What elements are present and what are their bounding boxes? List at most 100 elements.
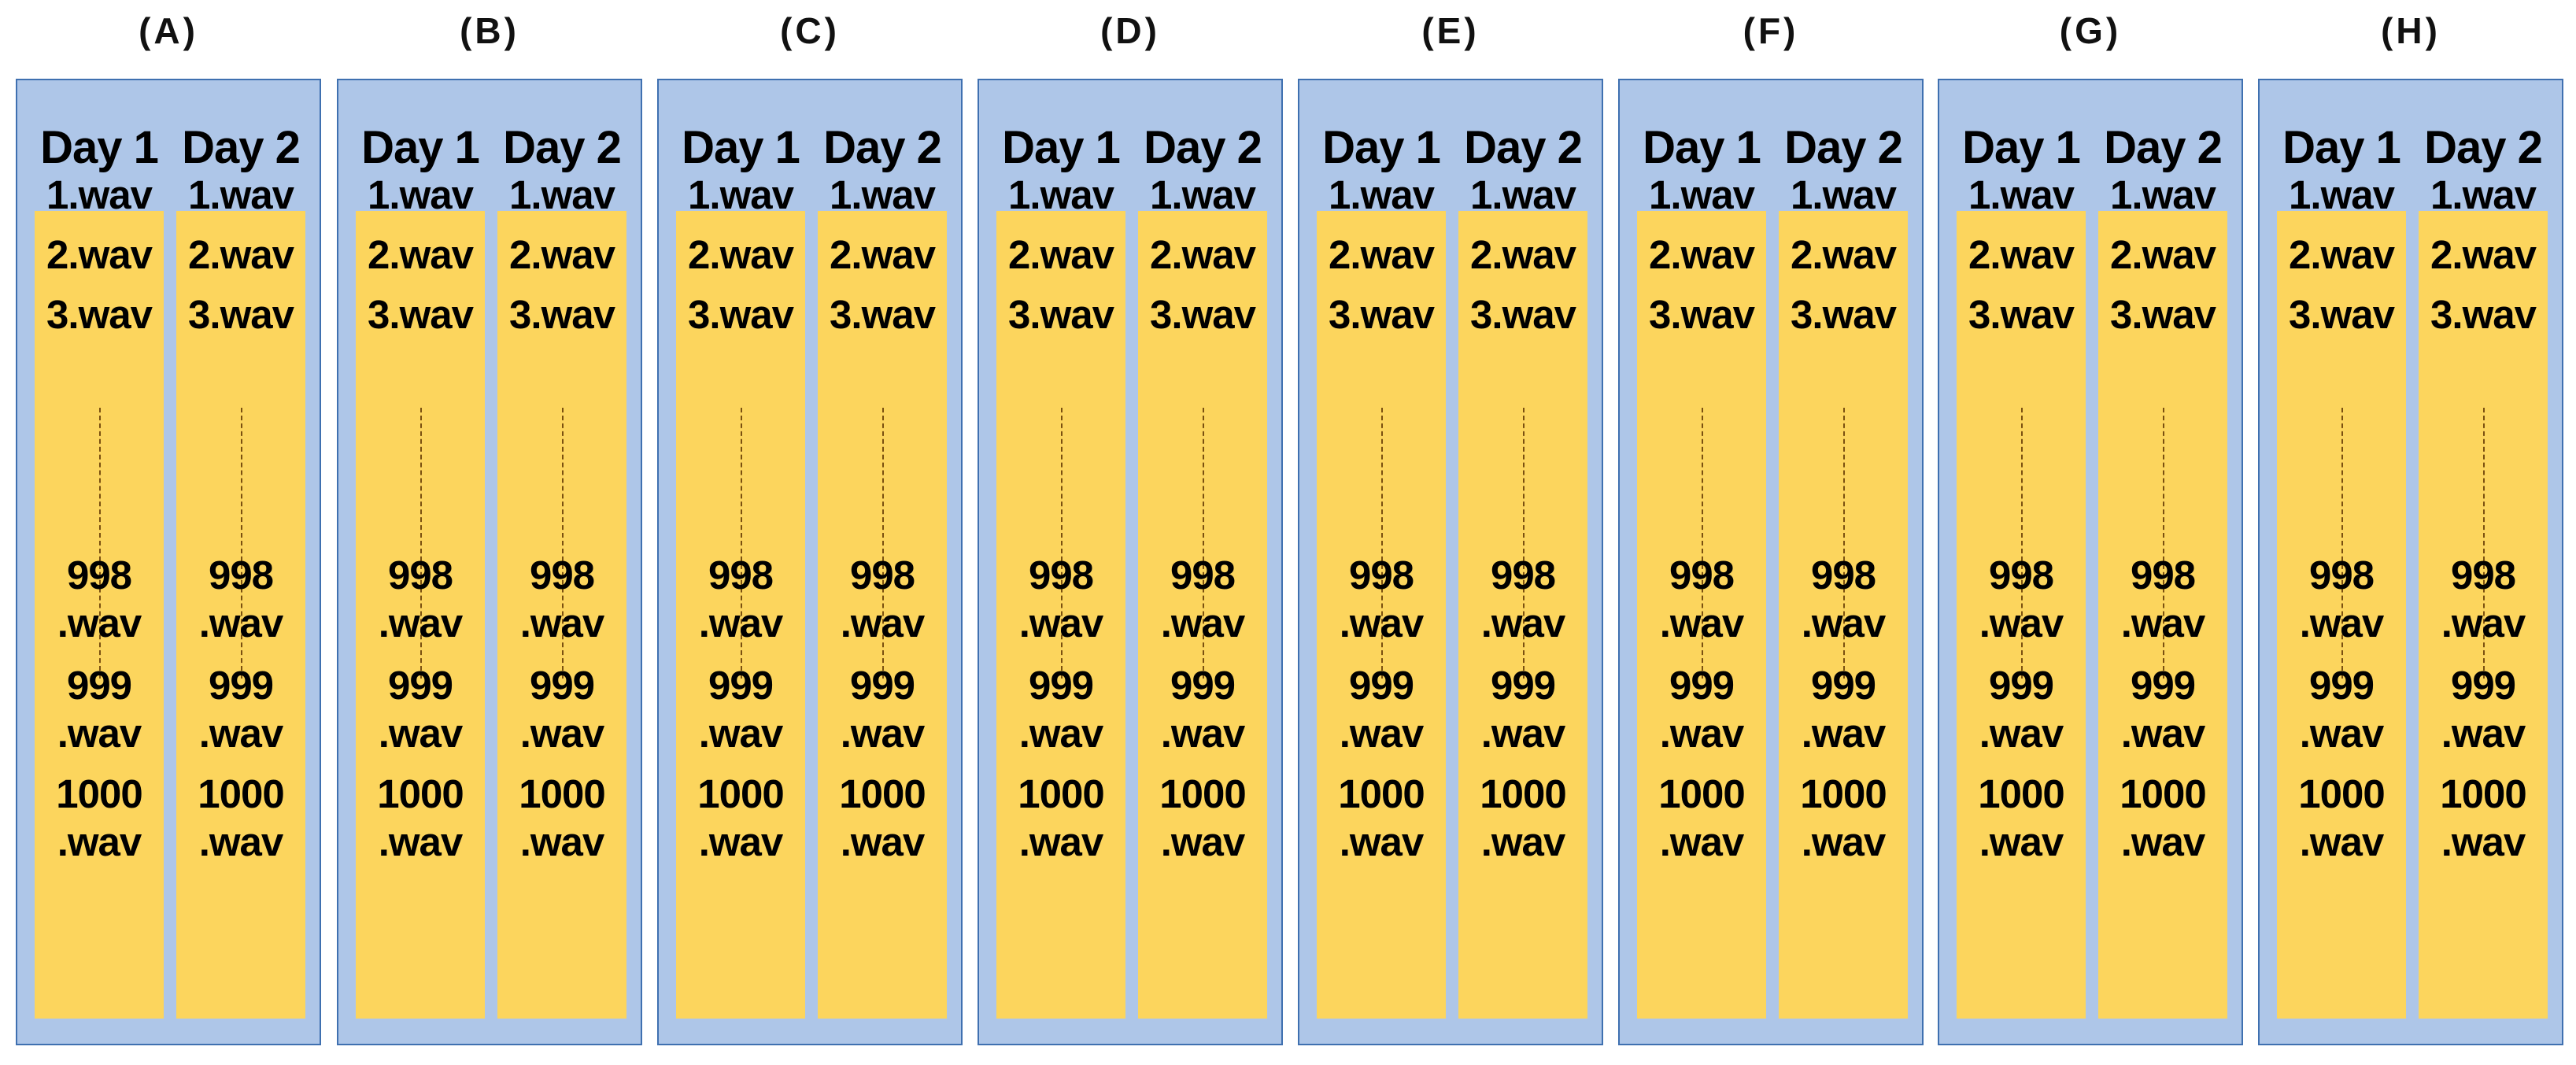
file-item: 2.wav xyxy=(1150,232,1256,277)
file-item: 999 .wav xyxy=(2419,661,2548,757)
day-header: Day 2 xyxy=(2104,122,2223,173)
file-item: 1000 .wav xyxy=(2277,770,2406,866)
file-extension: .wav xyxy=(1160,601,1246,645)
file-extension: .wav xyxy=(1979,601,2064,645)
file-extension: .wav xyxy=(1979,819,2064,864)
file-number: 999 xyxy=(1490,663,1556,708)
day-header: Day 2 xyxy=(1464,122,1583,173)
file-extension: .wav xyxy=(198,601,284,645)
ellipsis-line xyxy=(1523,408,1525,679)
file-extension: .wav xyxy=(519,711,605,756)
file-item: 1000 .wav xyxy=(2098,770,2227,866)
file-number: 999 xyxy=(2308,663,2375,708)
file-list: 1.wav 2.wav 3.wav 998 .wav 999 .wav 1000 .wav xyxy=(35,172,164,1019)
group: (C) Day 1 1.wav 2.wav 3.wav 998 .wav 999 .wav 100… xyxy=(657,0,963,1047)
file-number: 1000 xyxy=(2298,771,2385,816)
file-number: 998 xyxy=(66,553,132,597)
file-number: 998 xyxy=(208,553,274,597)
ellipsis-line xyxy=(882,408,884,679)
day-header: Day 2 xyxy=(1144,122,1262,173)
file-number: 998 xyxy=(1669,553,1735,597)
group: (G) Day 1 1.wav 2.wav 3.wav 998 .wav 999 .wav 100… xyxy=(1938,0,2243,1047)
file-number: 998 xyxy=(1988,553,2054,597)
file-item: 998 .wav xyxy=(497,551,626,647)
file-item: 1000 .wav xyxy=(1637,770,1766,866)
file-item: 2.wav xyxy=(2430,232,2537,277)
file-list: 1.wav 2.wav 3.wav 998 .wav 999 .wav 1000 .wav xyxy=(2277,172,2406,1019)
file-extension: .wav xyxy=(2441,711,2526,756)
ellipsis-line xyxy=(2021,408,2023,679)
ellipsis-line xyxy=(2483,408,2485,679)
file-extension: .wav xyxy=(840,601,926,645)
file-item: 1.wav xyxy=(2289,172,2395,217)
file-item: 1.wav xyxy=(46,172,153,217)
file-extension: .wav xyxy=(1480,819,1566,864)
file-extension: .wav xyxy=(1018,601,1104,645)
file-item: 999 .wav xyxy=(35,661,164,757)
file-extension: .wav xyxy=(1480,601,1566,645)
file-item: 1000 .wav xyxy=(497,770,626,866)
file-number: 998 xyxy=(1810,553,1876,597)
file-number: 998 xyxy=(2450,553,2516,597)
file-extension: .wav xyxy=(519,819,605,864)
file-list: 1.wav 2.wav 3.wav 998 .wav 999 .wav 1000 .wav xyxy=(1138,172,1267,1019)
file-item: 1000 .wav xyxy=(2419,770,2548,866)
file-item: 998 .wav xyxy=(1957,551,2086,647)
file-item: 3.wav xyxy=(2289,292,2395,337)
file-item: 999 .wav xyxy=(1779,661,1908,757)
file-extension: .wav xyxy=(1659,819,1745,864)
file-number: 1000 xyxy=(1480,771,1566,816)
group: (D) Day 1 1.wav 2.wav 3.wav 998 .wav 999 .wav 100… xyxy=(978,0,1283,1047)
file-number: 999 xyxy=(1028,663,1094,708)
file-item: 2.wav xyxy=(46,232,153,277)
day-header: Day 2 xyxy=(823,122,942,173)
file-extension: .wav xyxy=(378,601,464,645)
file-extension: .wav xyxy=(2441,819,2526,864)
file-number: 998 xyxy=(387,553,453,597)
file-number: 999 xyxy=(529,663,595,708)
group: (B) Day 1 1.wav 2.wav 3.wav 998 .wav 999 .wav 100… xyxy=(337,0,642,1047)
file-list: 1.wav 2.wav 3.wav 998 .wav 999 .wav 1000 .wav xyxy=(2419,172,2548,1019)
file-item: 998 .wav xyxy=(1317,551,1446,647)
file-extension: .wav xyxy=(2299,711,2385,756)
day-header: Day 1 xyxy=(682,122,800,173)
file-item: 999 .wav xyxy=(2277,661,2406,757)
file-item: 1.wav xyxy=(830,172,936,217)
day-header: Day 2 xyxy=(1784,122,1903,173)
file-item: 1000 .wav xyxy=(1138,770,1267,866)
day-header: Day 1 xyxy=(361,122,480,173)
file-extension: .wav xyxy=(378,819,464,864)
file-item: 998 .wav xyxy=(2419,551,2548,647)
file-extension: .wav xyxy=(1659,601,1745,645)
file-item: 999 .wav xyxy=(996,661,1125,757)
file-extension: .wav xyxy=(840,711,926,756)
ellipsis-line xyxy=(99,408,101,679)
file-item: 999 .wav xyxy=(176,661,305,757)
file-item: 999 .wav xyxy=(1138,661,1267,757)
file-item: 3.wav xyxy=(688,292,794,337)
file-item: 3.wav xyxy=(1150,292,1256,337)
file-item: 2.wav xyxy=(1329,232,1435,277)
file-item: 3.wav xyxy=(1470,292,1576,337)
file-item: 998 .wav xyxy=(818,551,947,647)
file-item: 1000 .wav xyxy=(818,770,947,866)
file-item: 999 .wav xyxy=(2098,661,2227,757)
day-panel: Day 1 1.wav 2.wav 3.wav 998 .wav 999 .wav 1000 .w… xyxy=(16,79,321,1045)
file-item: 999 .wav xyxy=(1637,661,1766,757)
group: (F) Day 1 1.wav 2.wav 3.wav 998 .wav 999 .wav 100… xyxy=(1618,0,1924,1047)
file-item: 2.wav xyxy=(1008,232,1114,277)
day-header: Day 1 xyxy=(40,122,159,173)
ellipsis-line xyxy=(1381,408,1383,679)
file-number: 1000 xyxy=(1159,771,1246,816)
file-item: 1000 .wav xyxy=(676,770,805,866)
day-panel: Day 1 1.wav 2.wav 3.wav 998 .wav 999 .wav 1000 .w… xyxy=(657,79,963,1045)
file-extension: .wav xyxy=(57,711,142,756)
file-extension: .wav xyxy=(1160,711,1246,756)
file-item: 3.wav xyxy=(2110,292,2216,337)
ellipsis-line xyxy=(1061,408,1063,679)
file-number: 998 xyxy=(2130,553,2196,597)
file-item: 1000 .wav xyxy=(1458,770,1587,866)
file-extension: .wav xyxy=(378,711,464,756)
day-header: Day 1 xyxy=(1962,122,2081,173)
file-item: 1.wav xyxy=(509,172,615,217)
